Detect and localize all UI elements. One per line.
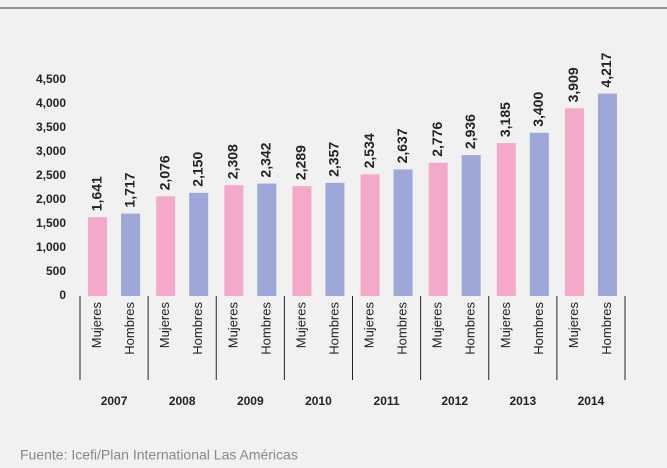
series-label: Mujeres — [157, 302, 172, 349]
y-tick-label: 3,000 — [36, 144, 66, 158]
series-label: Mujeres — [89, 302, 104, 349]
bar — [88, 217, 108, 296]
series-label: Mujeres — [498, 302, 513, 349]
source: Fuente: Icefi/Plan International Las Amé… — [20, 447, 298, 463]
data-label: 3,400 — [530, 92, 546, 127]
series-label: Hombres — [122, 302, 137, 355]
x-tick-label: 2014 — [578, 394, 605, 408]
series-label: Hombres — [395, 302, 410, 355]
y-tick-label: 3,500 — [36, 120, 66, 134]
series-label: Mujeres — [566, 302, 581, 349]
series-label: Mujeres — [293, 302, 308, 349]
data-label: 2,342 — [258, 142, 274, 177]
bar — [393, 169, 413, 296]
bar — [360, 174, 380, 296]
y-tick-label: 500 — [46, 264, 66, 278]
data-label: 2,776 — [429, 122, 445, 157]
bar — [496, 143, 516, 296]
x-tick-label: 2008 — [169, 394, 196, 408]
y-tick-label: 1,000 — [36, 240, 66, 254]
series-label: Mujeres — [225, 302, 240, 349]
y-tick-label: 2,500 — [36, 168, 66, 182]
y-tick-label: 4,000 — [36, 96, 66, 110]
data-label: 2,076 — [156, 155, 172, 190]
data-label: 3,185 — [497, 102, 513, 137]
x-tick-label: 2009 — [237, 394, 264, 408]
bar — [189, 192, 209, 296]
data-label: 2,308 — [225, 144, 241, 179]
y-tick-label: 1,500 — [36, 216, 66, 230]
x-tick-label: 2013 — [509, 394, 536, 408]
series-label: Hombres — [599, 302, 614, 355]
x-tick-label: 2011 — [374, 394, 400, 408]
x-tick-label: 2012 — [441, 394, 468, 408]
data-label: 2,357 — [326, 142, 342, 177]
data-label: 1,717 — [121, 172, 137, 207]
bar — [428, 162, 448, 296]
data-label: 2,936 — [462, 114, 478, 149]
x-tick-label: 2007 — [101, 394, 128, 408]
bar — [597, 93, 617, 296]
bar — [121, 213, 141, 296]
bar — [325, 182, 345, 296]
series-label: Hombres — [463, 302, 478, 355]
series-label: Mujeres — [362, 302, 377, 349]
x-tick-label: 2010 — [305, 394, 332, 408]
data-label: 2,534 — [361, 133, 377, 168]
bar — [292, 186, 312, 296]
series-label: Hombres — [531, 302, 546, 355]
bar — [529, 132, 549, 296]
data-label: 2,637 — [394, 128, 410, 163]
bar — [224, 185, 244, 296]
data-label: 2,289 — [293, 145, 309, 180]
bar — [461, 155, 481, 296]
bar — [564, 108, 584, 296]
data-label: 1,641 — [88, 176, 104, 211]
data-label: 2,150 — [189, 152, 205, 187]
series-label: Hombres — [326, 302, 341, 355]
y-tick-label: 2,000 — [36, 192, 66, 206]
series-label: Hombres — [190, 302, 205, 355]
y-tick-label: 0 — [59, 288, 66, 302]
bar — [156, 196, 176, 296]
data-label: 3,909 — [565, 67, 581, 102]
series-label: Mujeres — [430, 302, 445, 349]
y-tick-label: 4,500 — [36, 72, 66, 86]
data-label: 4,217 — [598, 52, 614, 87]
series-label: Hombres — [258, 302, 273, 355]
bar — [257, 183, 277, 296]
